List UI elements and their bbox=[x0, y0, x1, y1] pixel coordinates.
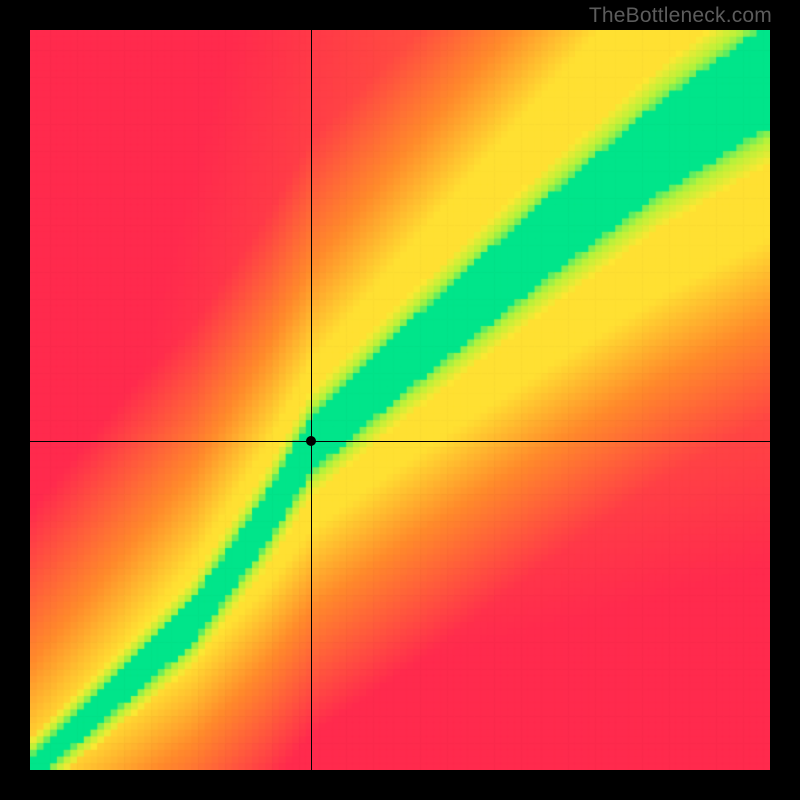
heatmap-plot bbox=[30, 30, 770, 770]
crosshair-horizontal bbox=[30, 441, 770, 442]
crosshair-vertical bbox=[311, 30, 312, 770]
crosshair-marker bbox=[306, 436, 316, 446]
heatmap-canvas bbox=[30, 30, 770, 770]
watermark-text: TheBottleneck.com bbox=[589, 4, 772, 28]
